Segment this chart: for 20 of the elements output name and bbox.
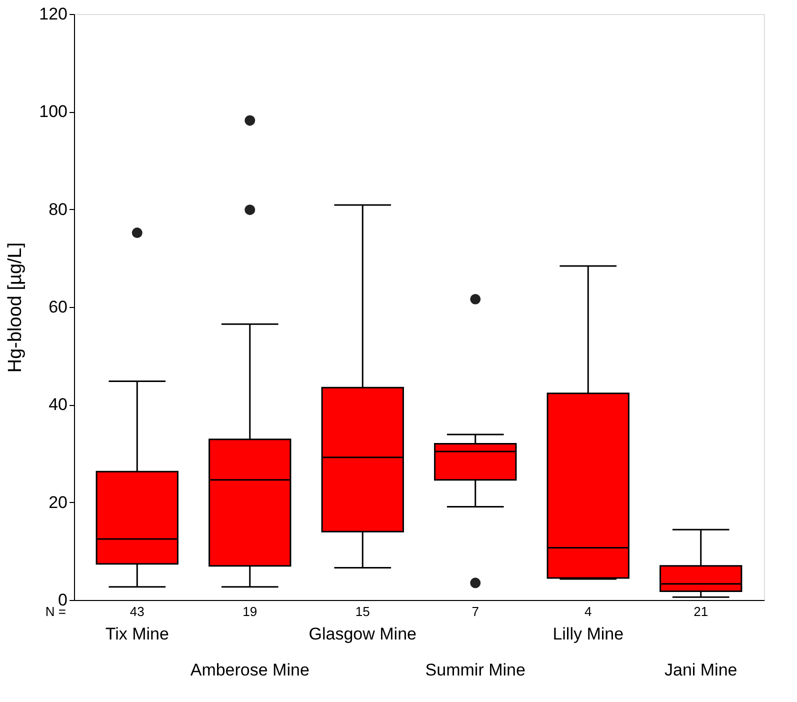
y-axis-title: Hg-blood [µg/L] bbox=[5, 242, 26, 373]
y-tick-label: 60 bbox=[48, 298, 68, 316]
text: 21 bbox=[694, 604, 708, 619]
y-tick-label: 40 bbox=[48, 395, 68, 414]
y-tick-label: 0 bbox=[58, 590, 68, 610]
x-tick-label: Tix Mine bbox=[105, 624, 169, 644]
x-tick-label: Summir Mine bbox=[425, 660, 526, 680]
text: 43 bbox=[130, 604, 144, 619]
x-tick-label: Amberose Mine bbox=[190, 660, 310, 680]
text: 7 bbox=[472, 604, 479, 619]
x-tick-label: Lilly Mine bbox=[552, 624, 624, 644]
x-tick-label: Jani Mine bbox=[664, 660, 738, 680]
text: 19 bbox=[242, 604, 258, 619]
text: 15 bbox=[355, 604, 370, 619]
y-tick-label: 100 bbox=[39, 102, 68, 122]
y-tick-label: 20 bbox=[48, 492, 68, 512]
x-tick-label: Glasgow Mine bbox=[308, 624, 416, 644]
text: 4 bbox=[584, 604, 592, 619]
y-tick-label: 120 bbox=[39, 4, 68, 24]
y-tick-label: 80 bbox=[48, 200, 68, 219]
